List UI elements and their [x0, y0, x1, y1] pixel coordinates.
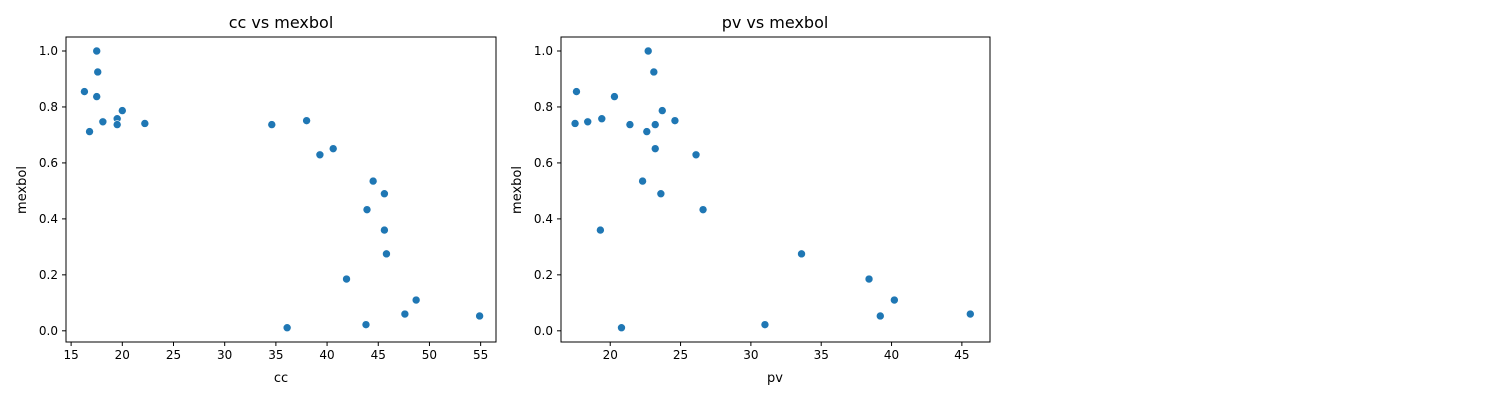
- scatter-point: [617, 323, 626, 333]
- x-tick-label: 20: [115, 348, 130, 362]
- x-tick-label: 40: [319, 348, 334, 362]
- scatter-point: [411, 295, 421, 305]
- y-axis-label: mexbol: [510, 166, 525, 214]
- scatter-point: [382, 249, 391, 259]
- x-tick-label: 30: [217, 348, 232, 362]
- y-tick-label: 0.4: [39, 212, 58, 226]
- x-axis-label: cc: [274, 371, 288, 386]
- scatter-point: [650, 120, 660, 129]
- tick-group: 20 25 30 35 40 45 0.0 0.2 0.4 0.6 0.8 1.0: [534, 44, 970, 362]
- x-tick-label: 45: [954, 348, 969, 362]
- scatter-point: [93, 67, 103, 77]
- scatter-point: [315, 150, 325, 160]
- y-tick-label: 0.6: [39, 156, 58, 170]
- chart-title: pv vs mexbol: [722, 13, 829, 32]
- y-tick-label: 0.0: [39, 324, 58, 338]
- x-tick-label: 30: [743, 348, 758, 362]
- subplot-pv-vs-mexbol: pv vs mexbol pv mexbol 20 25 30 35 40 45 0.0 0.…: [510, 13, 991, 386]
- y-tick-label: 0.2: [534, 268, 553, 282]
- y-axis-label: mexbol: [15, 166, 30, 214]
- scatter-point: [118, 106, 127, 115]
- scatter-point: [649, 67, 659, 77]
- scatter-point: [643, 46, 653, 56]
- scatter-point: [362, 205, 372, 214]
- x-tick-label: 55: [473, 348, 488, 362]
- x-tick-label: 20: [603, 348, 618, 362]
- scatter-point: [642, 127, 652, 136]
- points-group: [80, 46, 484, 333]
- scatter-point: [596, 225, 605, 235]
- scatter-point: [475, 311, 484, 321]
- scatter-point: [570, 119, 580, 128]
- x-tick-label: 15: [63, 348, 78, 362]
- scatter-point: [966, 309, 975, 319]
- scatter-point: [698, 205, 708, 214]
- scatter-point: [92, 92, 102, 101]
- scatter-point: [656, 189, 666, 198]
- x-tick-label: 50: [422, 348, 437, 362]
- y-tick-label: 0.2: [39, 268, 58, 282]
- scatter-point: [85, 127, 94, 136]
- scatter-point: [625, 120, 635, 129]
- tick-group: 15 20 25 30 35 40 45 50 55 0.0 0.2 0.4 0.6 0.8 1.0: [39, 44, 488, 362]
- scatter-point: [597, 114, 607, 124]
- y-tick-label: 0.4: [534, 212, 553, 226]
- scatter-point: [638, 176, 647, 186]
- scatter-point: [691, 150, 701, 160]
- scatter-point: [875, 311, 885, 321]
- scatter-point: [864, 274, 874, 284]
- scatter-point: [282, 323, 292, 333]
- scatter-point: [302, 116, 311, 125]
- scatter-point: [380, 225, 389, 235]
- scatter-point: [98, 117, 108, 127]
- x-axis-label: pv: [767, 371, 783, 386]
- chart-title: cc vs mexbol: [229, 13, 334, 32]
- x-tick-label: 35: [268, 348, 283, 362]
- scatter-point: [361, 320, 371, 329]
- scatter-point: [797, 249, 806, 259]
- y-tick-label: 1.0: [39, 44, 58, 58]
- plot-frame: [560, 36, 991, 343]
- scatter-point: [610, 92, 619, 101]
- y-tick-label: 0.6: [534, 156, 553, 170]
- scatter-point: [112, 120, 122, 129]
- scatter-point: [650, 144, 660, 153]
- scatter-point: [92, 46, 102, 56]
- scatter-point: [760, 320, 770, 329]
- y-tick-label: 0.8: [534, 100, 553, 114]
- x-tick-label: 35: [814, 348, 829, 362]
- y-tick-label: 0.8: [39, 100, 58, 114]
- scatter-point: [890, 295, 899, 305]
- scatter-point: [368, 176, 378, 186]
- x-tick-label: 45: [371, 348, 386, 362]
- scatter-point: [657, 106, 667, 115]
- scatter-point: [670, 116, 680, 125]
- points-group: [570, 46, 975, 333]
- scatter-point: [380, 189, 389, 198]
- subplot-cc-vs-mexbol: cc vs mexbol cc mexbol 15 20 25 30 35 40 45 50 5…: [15, 13, 497, 386]
- scatter-point: [572, 87, 581, 96]
- scatter-point: [583, 117, 593, 127]
- scatter-point: [80, 87, 89, 96]
- x-tick-label: 25: [166, 348, 181, 362]
- scatter-point: [328, 144, 338, 153]
- scatter-point: [400, 309, 410, 319]
- scatter-point: [267, 120, 277, 129]
- x-tick-label: 25: [673, 348, 688, 362]
- plot-frame: [65, 36, 497, 343]
- x-tick-label: 40: [884, 348, 899, 362]
- y-tick-label: 0.0: [534, 324, 553, 338]
- scatter-point: [342, 274, 351, 284]
- scatter-point: [140, 119, 150, 128]
- y-tick-label: 1.0: [534, 44, 553, 58]
